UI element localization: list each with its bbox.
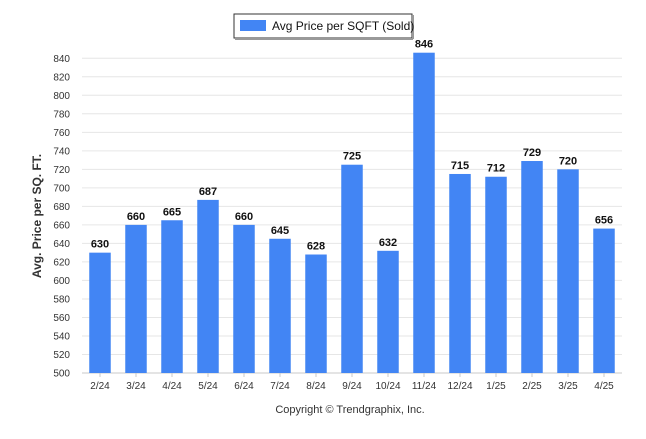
x-tick-label: 10/24 bbox=[375, 381, 400, 392]
x-tick-label: 8/24 bbox=[306, 381, 326, 392]
legend-swatch bbox=[240, 20, 266, 31]
x-tick-label: 4/25 bbox=[594, 381, 614, 392]
bar-value-label: 687 bbox=[199, 186, 217, 198]
bar-value-label: 720 bbox=[559, 155, 577, 167]
y-tick-label: 700 bbox=[53, 183, 70, 194]
legend-label: Avg Price per SQFT (Sold) bbox=[272, 19, 414, 33]
bar-value-label: 630 bbox=[91, 239, 109, 251]
y-tick-label: 680 bbox=[53, 202, 70, 213]
bar bbox=[521, 161, 543, 373]
bar bbox=[377, 250, 399, 373]
bar-value-label: 729 bbox=[523, 147, 541, 159]
bar-value-label: 725 bbox=[343, 151, 361, 163]
x-tick-label: 2/25 bbox=[522, 381, 542, 392]
y-tick-label: 800 bbox=[53, 91, 70, 102]
bar-value-label: 660 bbox=[127, 211, 145, 223]
y-tick-label: 580 bbox=[53, 294, 70, 305]
y-tick-label: 520 bbox=[53, 350, 70, 361]
x-tick-label: 7/24 bbox=[270, 381, 290, 392]
y-tick-label: 540 bbox=[53, 331, 70, 342]
bar bbox=[557, 169, 579, 373]
y-tick-label: 620 bbox=[53, 257, 70, 268]
bar bbox=[197, 199, 219, 373]
x-tick-label: 3/24 bbox=[126, 381, 146, 392]
bar-value-label: 660 bbox=[235, 211, 253, 223]
bar-value-label: 846 bbox=[415, 39, 433, 51]
bar-value-label: 656 bbox=[595, 215, 613, 227]
value-labels: 630 660 665 687 660 645 628 725 632 846 715 712 729 7… bbox=[91, 39, 613, 253]
y-tick-label: 760 bbox=[53, 128, 70, 139]
y-tick-label: 600 bbox=[53, 276, 70, 287]
bar bbox=[305, 254, 327, 373]
copyright-footer: Copyright © Trendgraphix, Inc. bbox=[275, 404, 424, 416]
x-tick-label: 4/24 bbox=[162, 381, 182, 392]
y-axis-title: Avg. Price per SQ. FT. bbox=[30, 154, 44, 278]
y-tick-label: 560 bbox=[53, 313, 70, 324]
bar-value-label: 715 bbox=[451, 160, 469, 172]
bar bbox=[161, 220, 183, 373]
y-tick-label: 720 bbox=[53, 165, 70, 176]
x-axis-ticks: 2/24 3/24 4/24 5/24 6/24 7/24 8/24 9/24 10/24 11/… bbox=[90, 373, 614, 392]
y-tick-label: 660 bbox=[53, 220, 70, 231]
x-tick-label: 5/24 bbox=[198, 381, 218, 392]
x-tick-label: 9/24 bbox=[342, 381, 362, 392]
bar-value-label: 712 bbox=[487, 163, 505, 175]
y-tick-label: 820 bbox=[53, 72, 70, 83]
bar bbox=[593, 228, 615, 373]
bar-value-label: 628 bbox=[307, 241, 325, 253]
y-axis-ticks: 500 520 540 560 580 600 620 640 660 680 700 720 740 7… bbox=[53, 54, 70, 380]
x-tick-label: 12/24 bbox=[447, 381, 472, 392]
bar bbox=[449, 173, 471, 373]
bars bbox=[89, 52, 615, 374]
x-tick-label: 3/25 bbox=[558, 381, 578, 392]
bar bbox=[125, 224, 147, 373]
x-tick-label: 1/25 bbox=[486, 381, 506, 392]
y-tick-label: 500 bbox=[53, 369, 70, 380]
y-tick-label: 840 bbox=[53, 54, 70, 65]
x-tick-label: 11/24 bbox=[412, 381, 437, 392]
bar-value-label: 665 bbox=[163, 206, 181, 218]
bar bbox=[413, 52, 435, 374]
bar bbox=[269, 238, 291, 373]
y-tick-label: 740 bbox=[53, 146, 70, 157]
y-tick-label: 640 bbox=[53, 239, 70, 250]
y-tick-label: 780 bbox=[53, 109, 70, 120]
bar-value-label: 645 bbox=[271, 225, 289, 237]
bar bbox=[89, 252, 111, 373]
bar-value-label: 632 bbox=[379, 237, 397, 249]
x-tick-label: 2/24 bbox=[90, 381, 110, 392]
bar bbox=[485, 176, 507, 373]
legend: Avg Price per SQFT (Sold) bbox=[233, 13, 414, 40]
bar bbox=[341, 164, 363, 373]
x-tick-label: 6/24 bbox=[234, 381, 254, 392]
bar bbox=[233, 224, 255, 373]
